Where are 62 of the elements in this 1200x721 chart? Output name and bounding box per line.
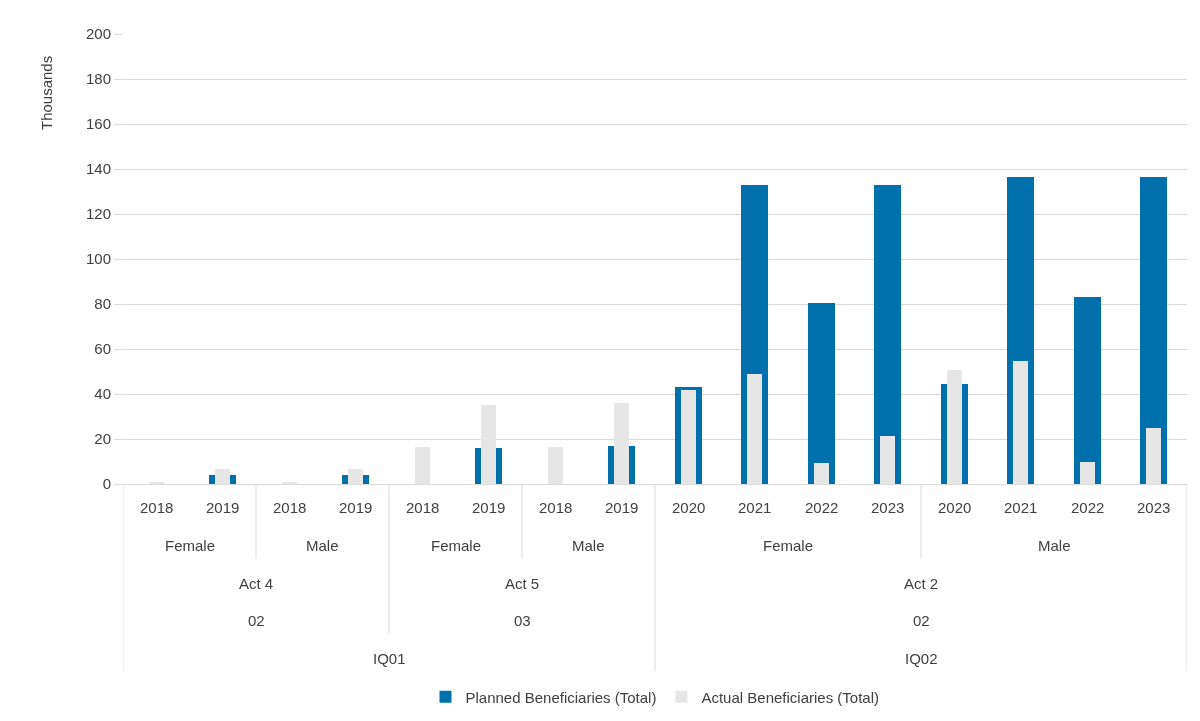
bar: [681, 390, 696, 484]
category-label: Male: [306, 537, 339, 554]
category-label: IQ01: [373, 650, 406, 667]
y-axis-title: Thousands: [38, 55, 55, 130]
category-label: Female: [165, 537, 216, 554]
category-label: Male: [572, 537, 605, 554]
y-tick-label: 120: [85, 205, 111, 223]
bar: [874, 185, 901, 484]
y-tick-label: 180: [85, 70, 111, 88]
category-label: 2018: [406, 499, 440, 516]
bar: [1140, 177, 1167, 484]
category-label: 2019: [206, 499, 240, 516]
category-label: Act 5: [505, 575, 540, 592]
bar: [415, 447, 430, 484]
y-tick-label: 160: [85, 115, 111, 133]
bar: [481, 405, 496, 484]
category-label: 2019: [472, 499, 506, 516]
bar: [947, 370, 962, 484]
y-tick-label: 0: [102, 475, 111, 493]
category-label: Act 4: [239, 575, 274, 592]
bar: [548, 447, 563, 484]
category-label: 2021: [1004, 499, 1038, 516]
y-tick-label: 40: [94, 385, 111, 403]
y-tick-label: 80: [94, 295, 111, 313]
bar: [1013, 361, 1028, 484]
category-label: IQ02: [905, 650, 938, 667]
bar: [814, 463, 829, 484]
category-label: 2020: [672, 499, 706, 516]
bar: [348, 469, 363, 484]
category-label: 2018: [273, 499, 307, 516]
bar: [1080, 462, 1095, 484]
bar: [1146, 428, 1161, 484]
category-label: Female: [763, 537, 814, 554]
y-tick-label: 140: [85, 160, 111, 178]
bar: [880, 436, 895, 484]
y-tick-label: 20: [94, 430, 111, 448]
category-label: Female: [431, 537, 482, 554]
category-label: 2023: [871, 499, 905, 516]
category-label: 2021: [738, 499, 772, 516]
bar: [215, 469, 230, 484]
category-label: 2019: [605, 499, 639, 516]
category-label: 2019: [339, 499, 373, 516]
bar: [1074, 297, 1101, 484]
legend-label: Planned Beneficiaries (Total): [465, 688, 657, 706]
legend-label: Actual Beneficiaries (Total): [701, 688, 880, 706]
category-label: 03: [514, 612, 531, 629]
category-label: 2022: [805, 499, 839, 516]
category-label: 02: [248, 612, 265, 629]
bar: [808, 303, 835, 484]
category-label: 2022: [1071, 499, 1105, 516]
category-label: 2018: [140, 499, 174, 516]
category-label: 02: [913, 612, 930, 629]
y-tick-label: 60: [94, 340, 111, 358]
bar: [747, 374, 762, 484]
category-label: 2020: [938, 499, 972, 516]
bar: [614, 403, 629, 484]
category-label: Male: [1038, 537, 1071, 554]
category-label: 2018: [539, 499, 573, 516]
category-label: Act 2: [904, 575, 939, 592]
y-tick-label: 100: [85, 250, 111, 268]
y-tick-label: 200: [85, 25, 111, 43]
category-label: 2023: [1137, 499, 1171, 516]
